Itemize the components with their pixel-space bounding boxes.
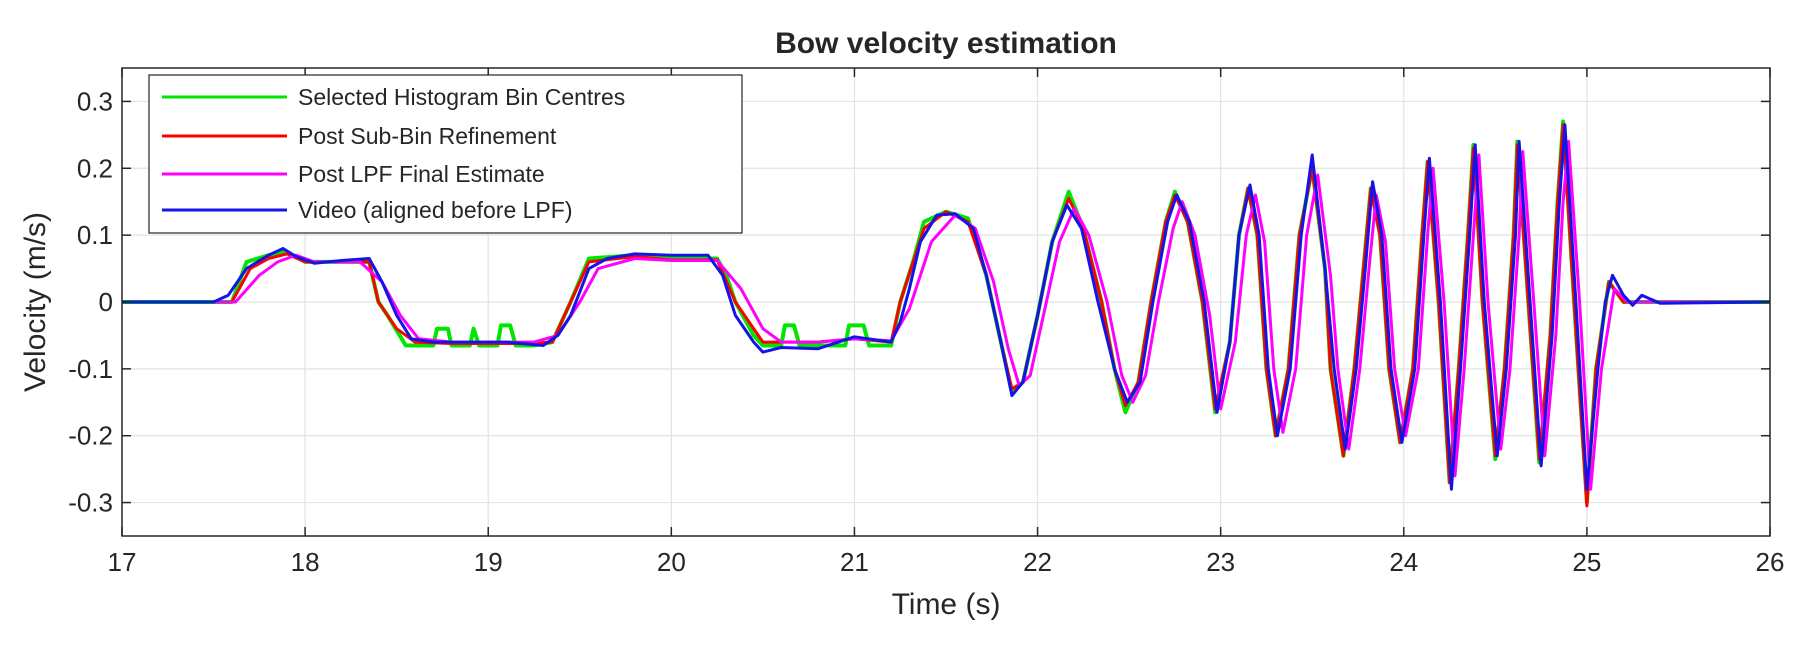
x-tick-label: 19 xyxy=(474,547,503,577)
y-tick-label: -0.3 xyxy=(68,488,113,518)
x-tick-label: 22 xyxy=(1023,547,1052,577)
series-line-4 xyxy=(122,123,1770,491)
x-tick-label: 21 xyxy=(840,547,869,577)
x-tick-label: 24 xyxy=(1389,547,1418,577)
series-layer xyxy=(122,119,1770,508)
legend-label-video: Video (aligned before LPF) xyxy=(298,197,572,223)
legend: Selected Histogram Bin Centres Post Sub-… xyxy=(148,74,743,234)
y-axis-label: Velocity (m/s) xyxy=(19,212,52,392)
legend-label-lpf: Post LPF Final Estimate xyxy=(298,161,545,187)
x-tick-label: 18 xyxy=(291,547,320,577)
series-line-2 xyxy=(122,123,1770,508)
y-tick-label: 0.3 xyxy=(77,86,113,116)
x-tick-label: 25 xyxy=(1572,547,1601,577)
legend-label-sub-bin: Post Sub-Bin Refinement xyxy=(298,123,557,149)
y-tick-labels: 0.3 0.2 0.1 0 -0.1 -0.2 -0.3 xyxy=(68,86,113,517)
y-tick-label: 0.2 xyxy=(77,153,113,183)
series-line-3 xyxy=(122,140,1770,491)
y-tick-label: 0 xyxy=(99,287,113,317)
x-tick-label: 20 xyxy=(657,547,686,577)
y-tick-label: 0.1 xyxy=(77,220,113,250)
x-tick-label: 26 xyxy=(1756,547,1785,577)
legend-label-histogram: Selected Histogram Bin Centres xyxy=(298,84,625,110)
x-tick-labels: 17 18 19 20 21 22 23 24 25 26 xyxy=(108,547,1785,577)
x-axis-label: Time (s) xyxy=(892,588,1001,621)
tick-marks xyxy=(121,68,1771,536)
y-tick-label: -0.2 xyxy=(68,421,113,451)
x-tick-label: 17 xyxy=(108,547,137,577)
chart-title: Bow velocity estimation xyxy=(775,27,1117,60)
legend-box xyxy=(148,74,743,234)
x-tick-label: 23 xyxy=(1206,547,1235,577)
y-tick-label: -0.1 xyxy=(68,354,113,384)
